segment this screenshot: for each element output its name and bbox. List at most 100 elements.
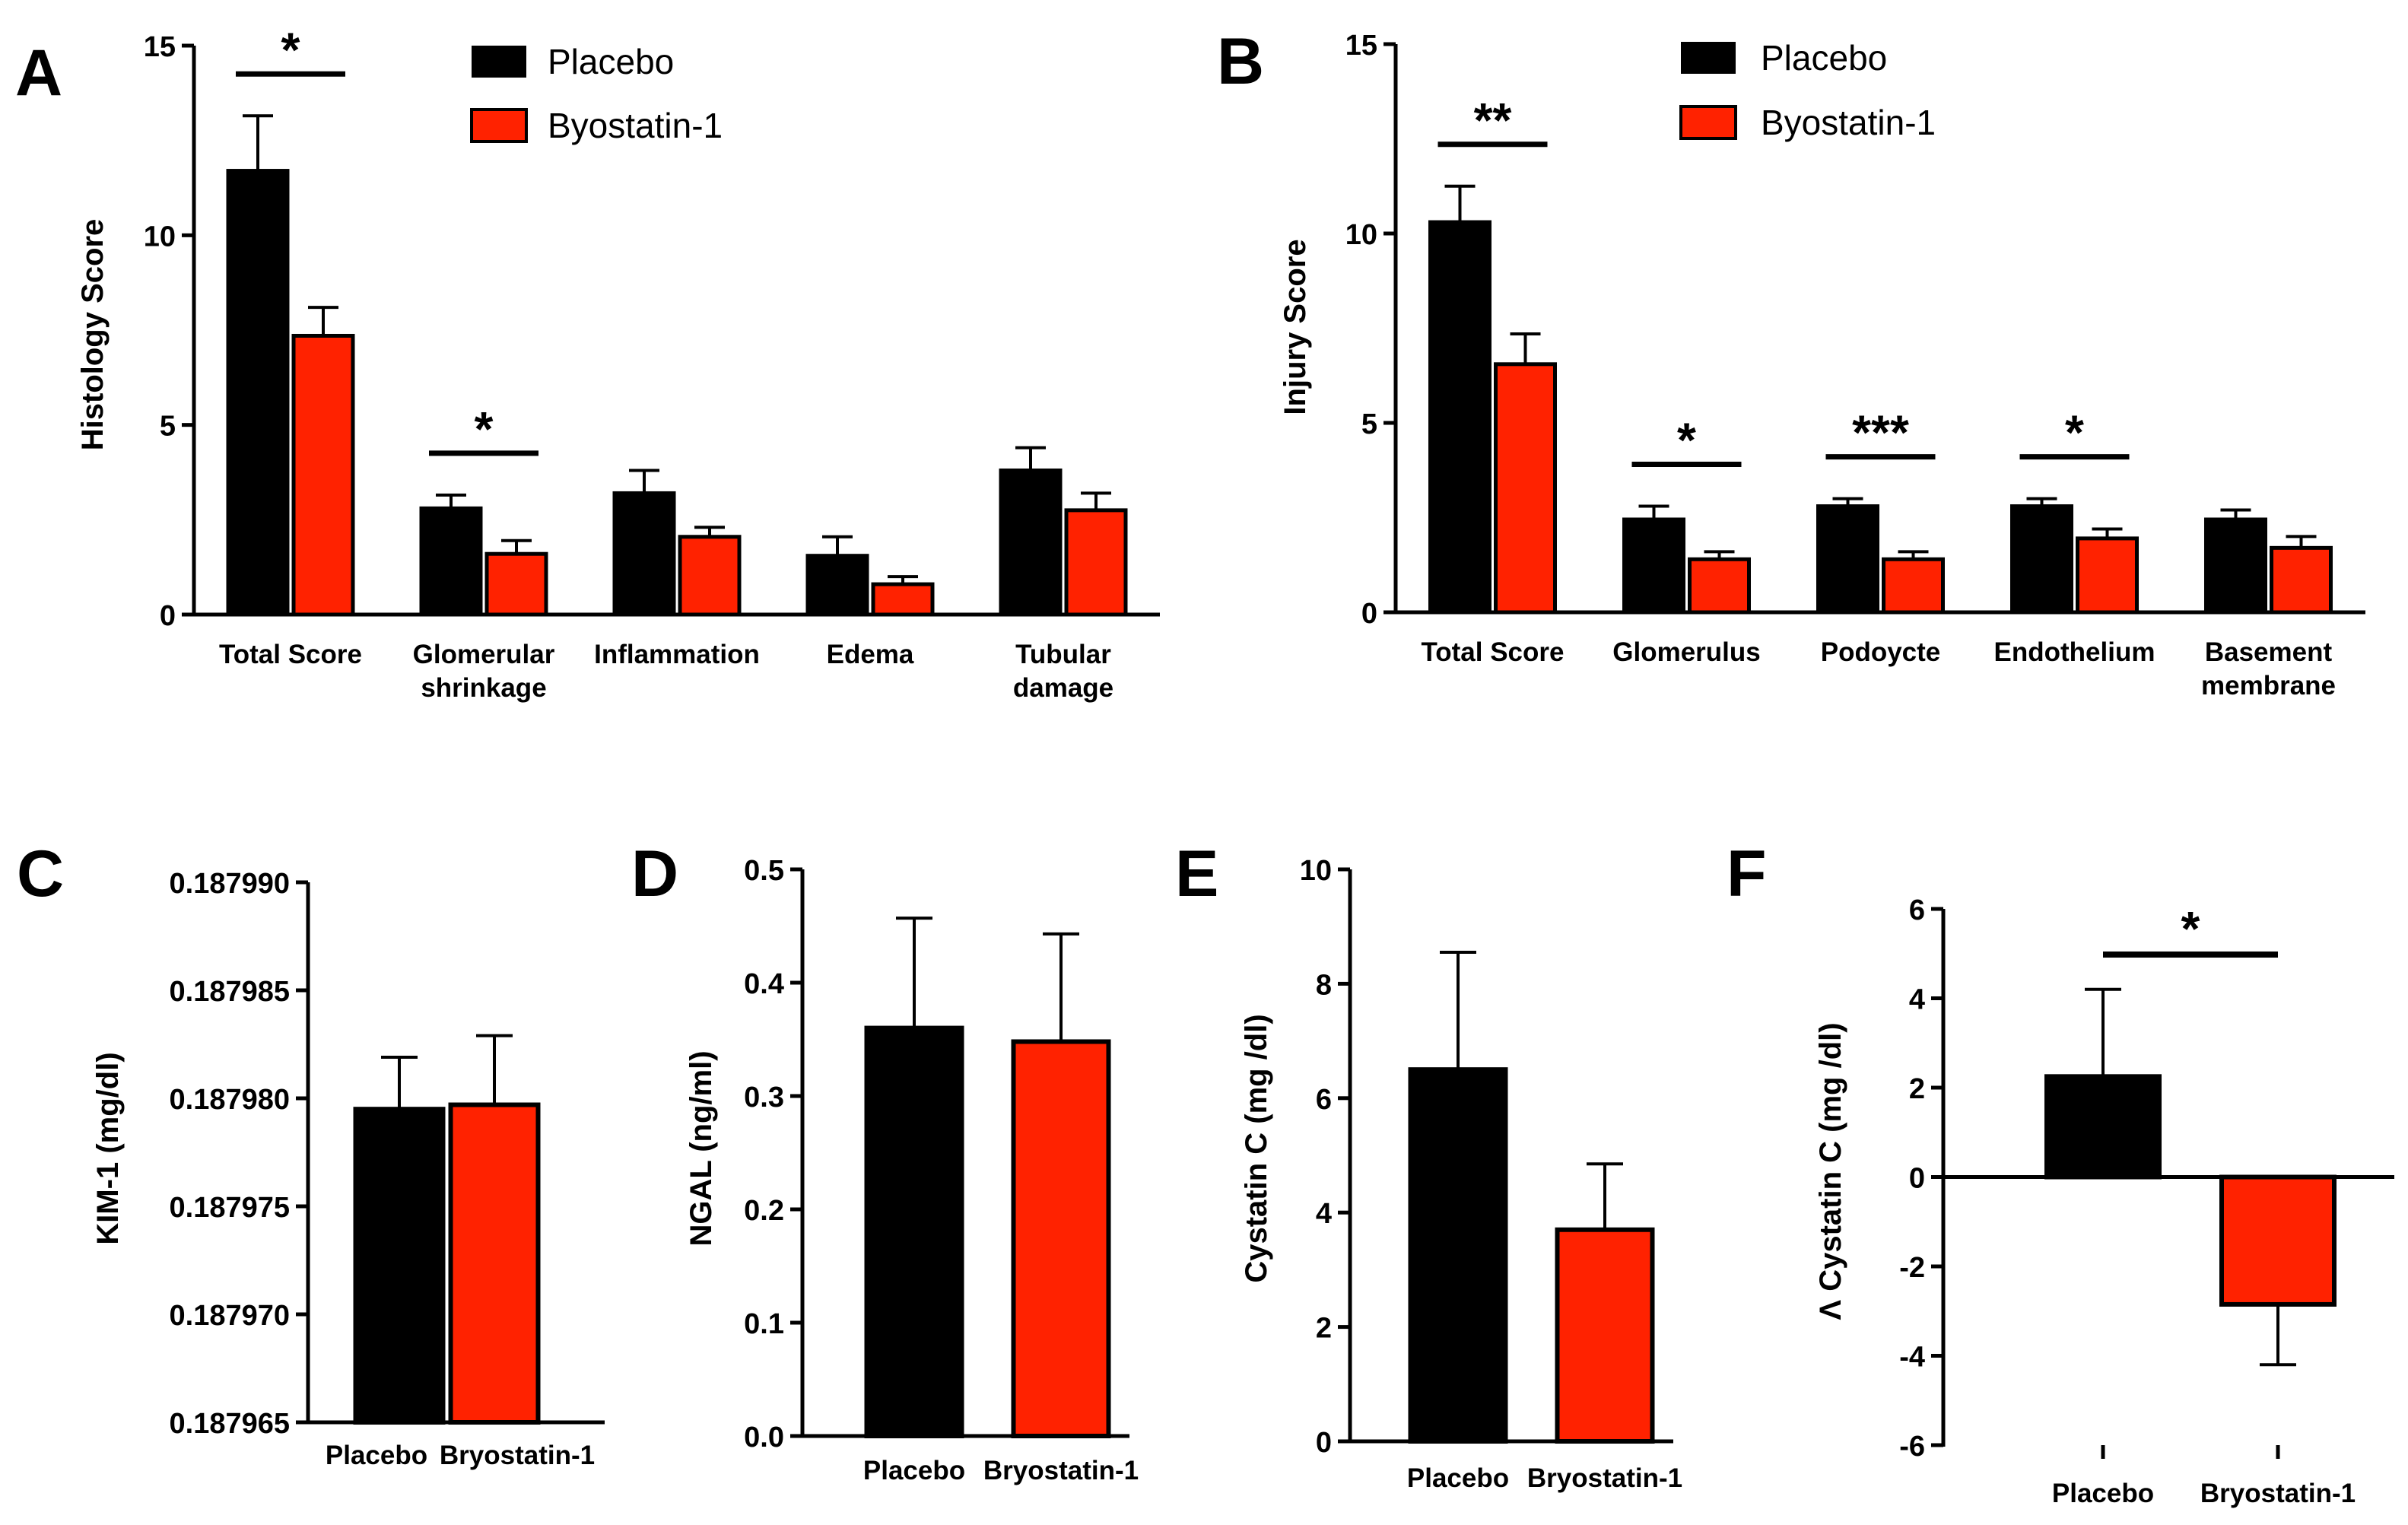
y-tick-label: 0.2: [744, 1195, 784, 1227]
bar-placebo: [2010, 504, 2073, 615]
y-tick-label: 10: [1345, 219, 1377, 251]
bar-byostatin: [1688, 557, 1751, 615]
bar-placebo: [419, 506, 483, 617]
bar-byostatin: [1011, 1039, 1111, 1438]
bar-placebo: [612, 491, 676, 617]
bar-placebo: [2204, 517, 2267, 615]
bar-byostatin: [484, 551, 548, 617]
panel-f-letter: F: [1727, 837, 1767, 910]
y-tick-label: 4: [1316, 1198, 1332, 1230]
bar-byostatin: [291, 333, 355, 617]
bar-placebo: [353, 1107, 446, 1425]
bar-byostatin: [1555, 1227, 1655, 1444]
y-tick-label: 0.187990: [170, 868, 291, 900]
y-tick-label: 0.4: [744, 968, 784, 1000]
category-label: Placebo: [1407, 1463, 1509, 1493]
legend-swatch-byostatin: [1679, 105, 1737, 140]
bar-byostatin: [448, 1102, 541, 1425]
legend-label-placebo: Placebo: [548, 42, 674, 81]
y-tick-label: 0.5: [744, 855, 784, 887]
category-label: Endothelium: [1994, 637, 2155, 667]
y-tick-label: 0.187975: [170, 1192, 291, 1224]
panel-c-ylabel: KIM-1 (mg/dl): [91, 1052, 125, 1244]
panel-b: B Injury Score 0 5 10 15 Total Score Glomerul…: [1217, 25, 2365, 701]
y-tick-label: 10: [1300, 855, 1332, 887]
panel-d-ylabel: NGAL (ng/ml): [685, 1050, 718, 1246]
category-label: Bryostatin-1: [2200, 1479, 2356, 1508]
legend-label-byostatin: Byostatin-1: [548, 106, 723, 145]
y-tick-label: 0.187965: [170, 1408, 291, 1440]
bar-byostatin: [1882, 557, 1945, 615]
category-label: damage: [1013, 673, 1113, 703]
y-tick-label: 8: [1316, 969, 1332, 1001]
y-tick-label: 2: [1316, 1313, 1332, 1345]
bar-byostatin: [2076, 536, 2139, 615]
category-label: Glomerular: [413, 640, 555, 669]
category-label: Bryostatin-1: [440, 1441, 595, 1470]
significance-label: *: [475, 402, 494, 456]
y-tick-label: 0.1: [744, 1308, 784, 1340]
panel-d: D NGAL (ng/ml) 0.0 0.1 0.2 0.3 0.4 0.5 Placebo…: [631, 837, 1139, 1485]
y-tick-label: 0: [160, 600, 176, 632]
bar-placebo: [1816, 504, 1879, 615]
y-tick-label: 10: [144, 221, 176, 253]
panel-c: C KIM-1 (mg/dl) 0.187965 0.187970 0.187975…: [17, 837, 605, 1470]
bar-placebo: [999, 469, 1063, 617]
y-tick-label: 15: [144, 31, 176, 63]
panel-e-letter: E: [1175, 837, 1218, 910]
panel-e: E Cystatin C (mg /dl) 0 2 4 6 8 10 Placebo Bryo…: [1175, 837, 1682, 1493]
y-tick-label: 0.187970: [170, 1300, 291, 1332]
y-tick-label: 6: [1909, 894, 1925, 926]
panel-e-ylabel: Cystatin C (mg /dl): [1240, 1014, 1273, 1282]
category-label: Glomerulus: [1612, 637, 1760, 667]
category-label: shrinkage: [421, 673, 546, 703]
category-label: Edema: [827, 640, 914, 669]
significance-label: *: [2181, 901, 2200, 956]
panel-b-plot: 0 5 10 15 Total Score Glomerulus Podoycte Endot…: [1345, 30, 2365, 701]
category-label: Inflammation: [594, 640, 760, 669]
significance-label: *: [281, 22, 300, 77]
bar-byostatin: [1064, 508, 1128, 617]
y-tick-label: 5: [160, 411, 176, 443]
significance-label: **: [1474, 93, 1512, 148]
panel-a-ylabel: Histology Score: [76, 219, 110, 451]
y-tick-label: 4: [1909, 984, 1925, 1016]
legend-label-placebo: Placebo: [1761, 38, 1887, 78]
y-tick-label: 0: [1316, 1427, 1332, 1459]
bar-placebo: [1408, 1067, 1508, 1444]
category-label: Placebo: [863, 1456, 965, 1485]
y-tick-label: 6: [1316, 1084, 1332, 1116]
panel-f-plot: -6 -4 -2 0 2 4 6 Placebo Bryostatin-1 *: [1899, 894, 2394, 1508]
bar-placebo: [864, 1025, 964, 1438]
bar-byostatin: [2219, 1174, 2337, 1307]
category-label: Placebo: [326, 1441, 427, 1470]
significance-label: *: [1677, 413, 1696, 468]
y-tick-label: 0: [1909, 1163, 1925, 1195]
bar-byostatin: [678, 535, 742, 617]
category-label: Bryostatin-1: [983, 1456, 1139, 1485]
panel-f: F Λ Cystatin C (mg /dl) -6 -4 -2 0 2 4 6 Placeb…: [1727, 837, 2394, 1508]
bar-placebo: [2044, 1074, 2162, 1180]
y-tick-label: 2: [1909, 1073, 1925, 1105]
bar-placebo: [805, 554, 869, 617]
y-tick-label: 15: [1345, 30, 1377, 62]
panel-d-letter: D: [631, 837, 678, 910]
panel-f-ylabel: Λ Cystatin C (mg /dl): [1814, 1022, 1847, 1320]
category-label: Placebo: [2052, 1479, 2154, 1508]
legend-swatch-byostatin: [470, 108, 528, 143]
panel-c-letter: C: [17, 837, 64, 910]
significance-label: ***: [1852, 405, 1909, 460]
legend-swatch-placebo: [1681, 42, 1736, 74]
bar-byostatin: [871, 582, 935, 617]
legend-swatch-placebo: [472, 46, 526, 78]
category-label: Bryostatin-1: [1527, 1463, 1682, 1493]
bar-byostatin: [2270, 545, 2333, 615]
legend-label-byostatin: Byostatin-1: [1761, 103, 1936, 142]
panel-a-plot: 0 5 10 15 Total Score Glomerular shrinkage Infl…: [144, 22, 1160, 703]
bar-placebo: [1622, 517, 1685, 615]
panel-a: A Histology Score 0 5 10 15 Total Score Glome…: [15, 22, 1160, 703]
category-label: Total Score: [219, 640, 362, 669]
category-label: Tubular: [1015, 640, 1111, 669]
y-tick-label: -4: [1899, 1342, 1925, 1374]
y-tick-label: 0: [1361, 598, 1377, 630]
